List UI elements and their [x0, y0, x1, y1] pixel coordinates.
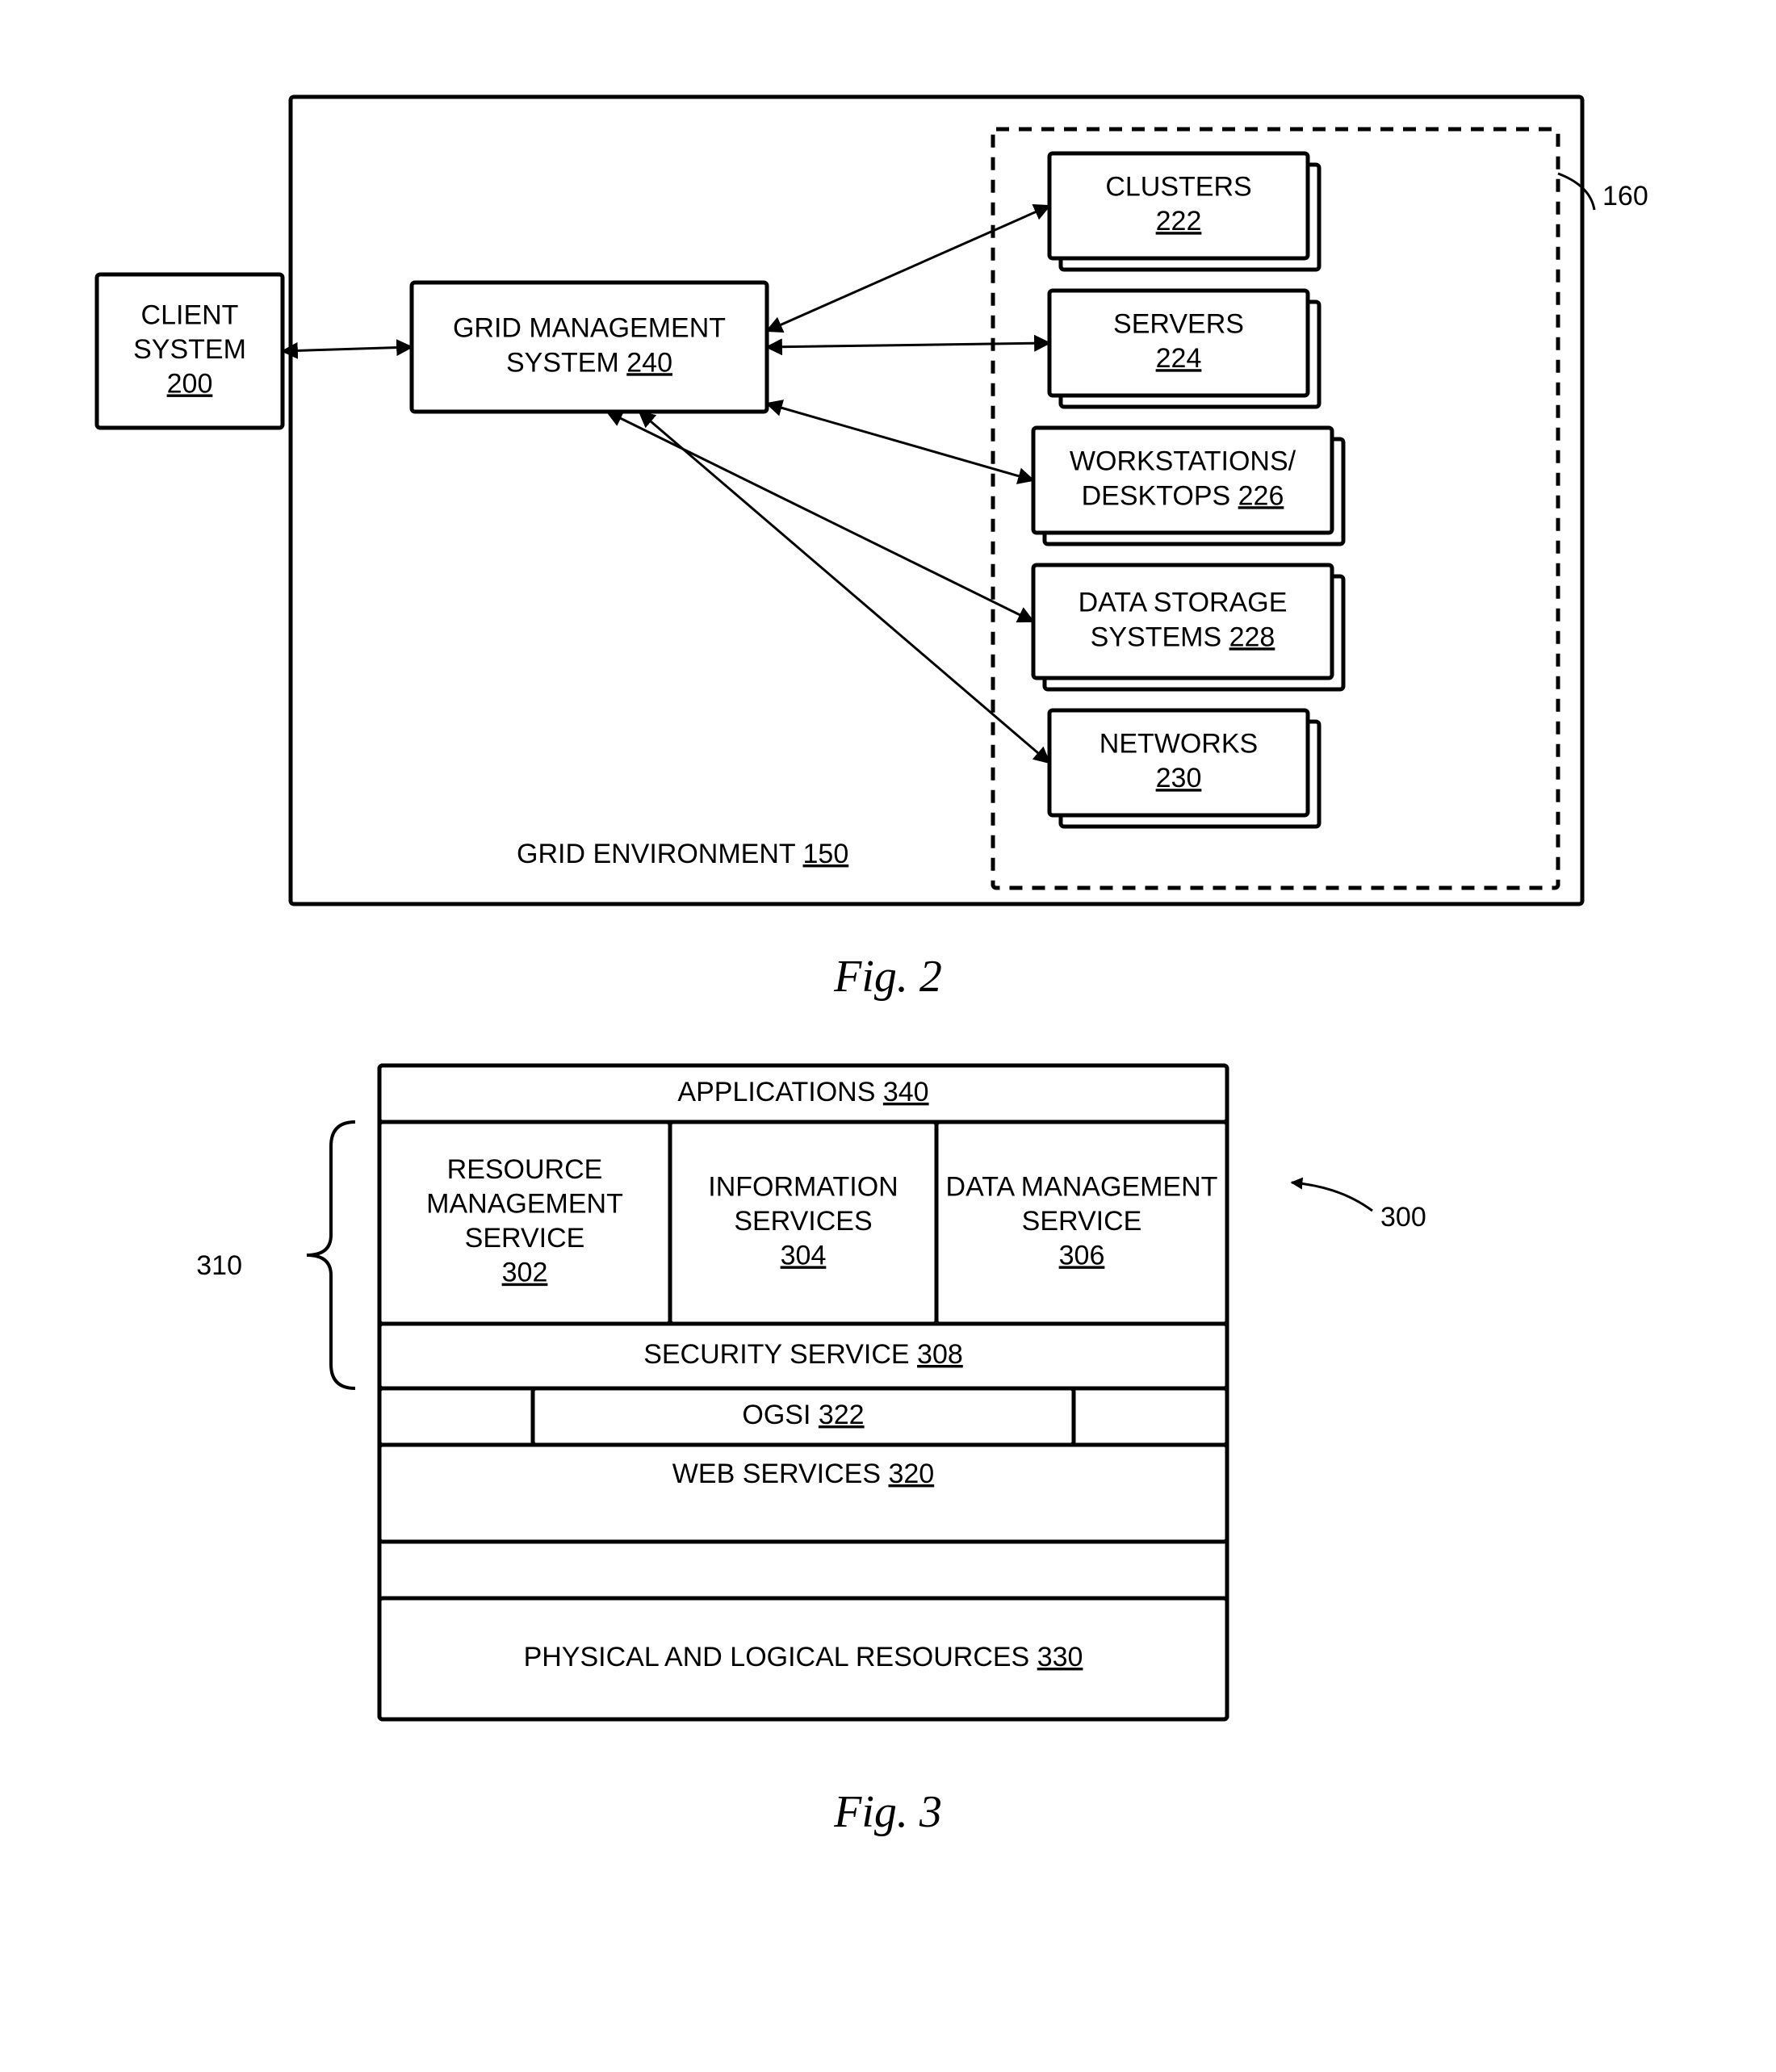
svg-text:MANAGEMENT: MANAGEMENT — [426, 1189, 623, 1220]
svg-text:CLIENT: CLIENT — [141, 299, 239, 330]
ref-160: 160 — [1602, 181, 1648, 211]
svg-text:PHYSICAL AND LOGICAL RESOURCES: PHYSICAL AND LOGICAL RESOURCES 330 — [524, 1642, 1083, 1672]
svg-text:230: 230 — [1156, 763, 1202, 793]
svg-text:200: 200 — [167, 368, 213, 399]
svg-text:SYSTEM 240: SYSTEM 240 — [506, 347, 672, 378]
svg-text:SERVICE: SERVICE — [1022, 1206, 1142, 1237]
svg-text:302: 302 — [502, 1258, 548, 1288]
svg-text:RESOURCE: RESOURCE — [447, 1154, 603, 1185]
svg-text:OGSI 322: OGSI 322 — [742, 1400, 864, 1430]
svg-text:306: 306 — [1059, 1240, 1105, 1270]
svg-text:SYSTEMS 228: SYSTEMS 228 — [1091, 622, 1275, 652]
grid-environment-box — [291, 97, 1582, 904]
svg-text:DESKTOPS 226: DESKTOPS 226 — [1082, 480, 1284, 511]
fig3-caption: Fig. 3 — [833, 1787, 942, 1837]
svg-text:DATA MANAGEMENT: DATA MANAGEMENT — [946, 1171, 1218, 1202]
grid-environment-label: GRID ENVIRONMENT 150 — [517, 839, 848, 869]
ref-300: 300 — [1380, 1202, 1426, 1233]
ref-310: 310 — [196, 1250, 242, 1281]
svg-text:SERVICES: SERVICES — [734, 1206, 872, 1237]
svg-text:INFORMATION: INFORMATION — [708, 1171, 898, 1202]
svg-text:GRID MANAGEMENT: GRID MANAGEMENT — [453, 313, 726, 344]
svg-text:222: 222 — [1156, 206, 1202, 237]
svg-text:SECURITY SERVICE 308: SECURITY SERVICE 308 — [643, 1339, 963, 1370]
pointer-300-arrow — [1292, 1183, 1372, 1211]
svg-text:304: 304 — [781, 1240, 827, 1270]
svg-text:SERVERS: SERVERS — [1113, 309, 1244, 340]
svg-text:224: 224 — [1156, 343, 1202, 374]
svg-text:SERVICE: SERVICE — [465, 1223, 585, 1254]
svg-text:DATA STORAGE: DATA STORAGE — [1079, 588, 1288, 618]
svg-text:SYSTEM: SYSTEM — [133, 334, 246, 365]
fig2-caption: Fig. 2 — [833, 952, 942, 1002]
svg-text:CLUSTERS: CLUSTERS — [1105, 172, 1251, 203]
svg-text:WORKSTATIONS/: WORKSTATIONS/ — [1070, 446, 1296, 477]
svg-text:WEB SERVICES 320: WEB SERVICES 320 — [672, 1459, 934, 1489]
svg-text:APPLICATIONS 340: APPLICATIONS 340 — [677, 1077, 928, 1107]
svg-text:NETWORKS: NETWORKS — [1100, 729, 1258, 760]
brace-310 — [307, 1122, 355, 1388]
